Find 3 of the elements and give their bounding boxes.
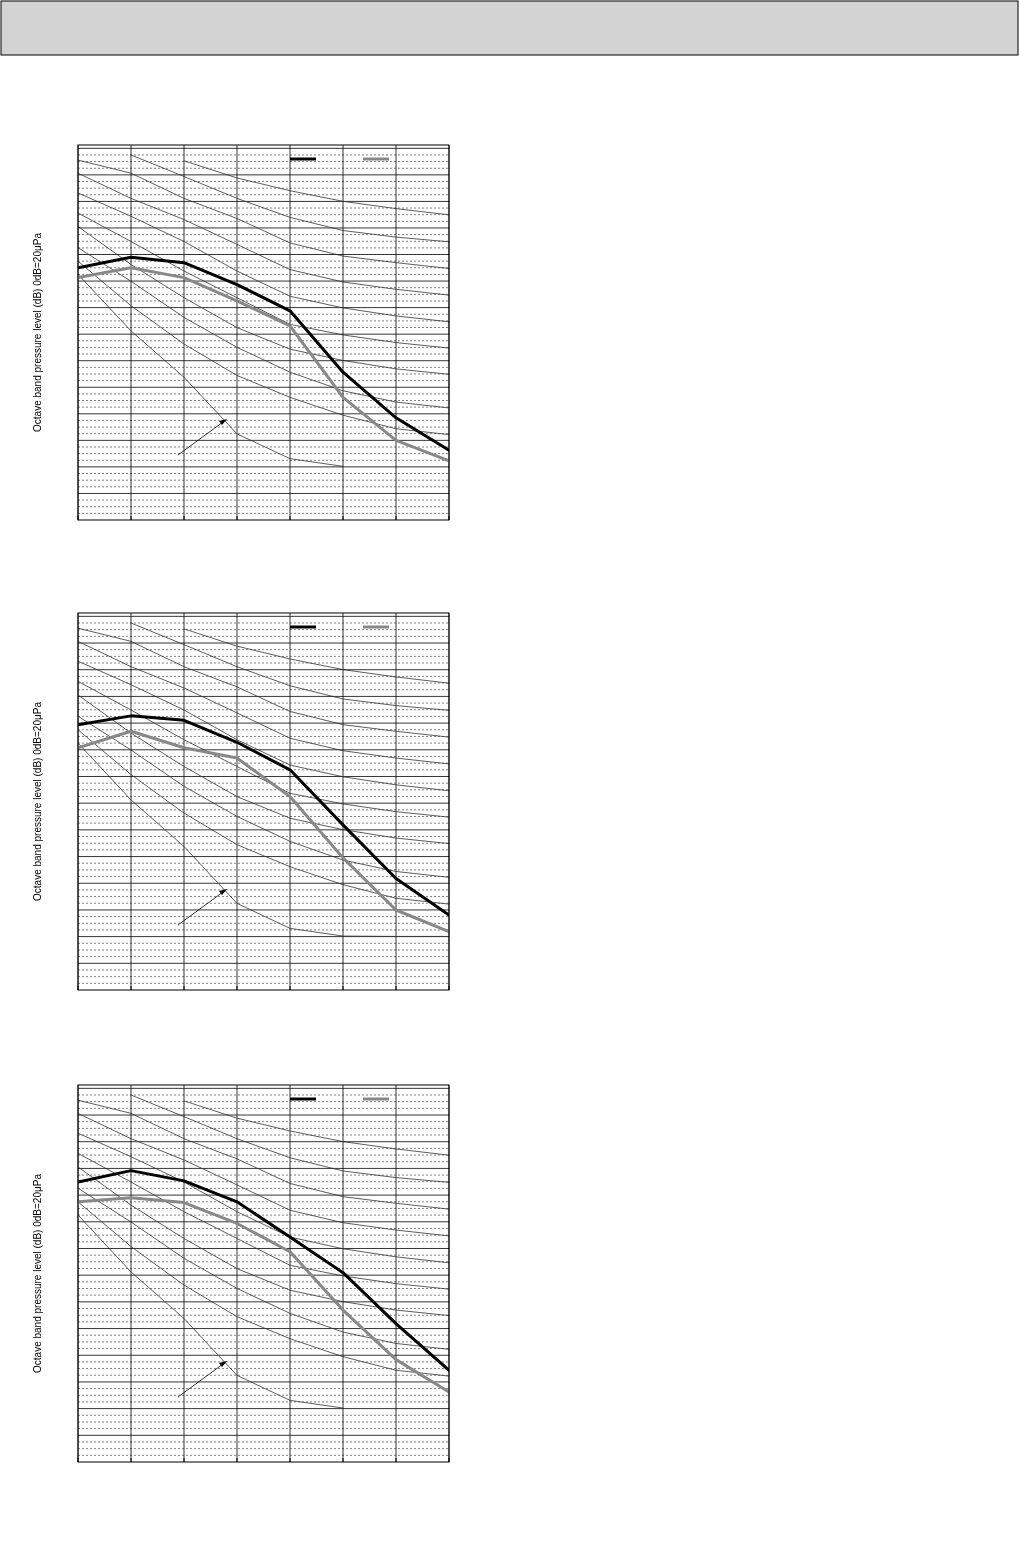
y-axis-title: Octave band pressure level (dB) 0dB=20μPa (32, 701, 43, 901)
y-axis-title: Octave band pressure level (dB) 0dB=20μPa (32, 232, 43, 432)
y-axis-title: Octave band pressure level (dB) 0dB=20μPa (32, 1173, 43, 1373)
